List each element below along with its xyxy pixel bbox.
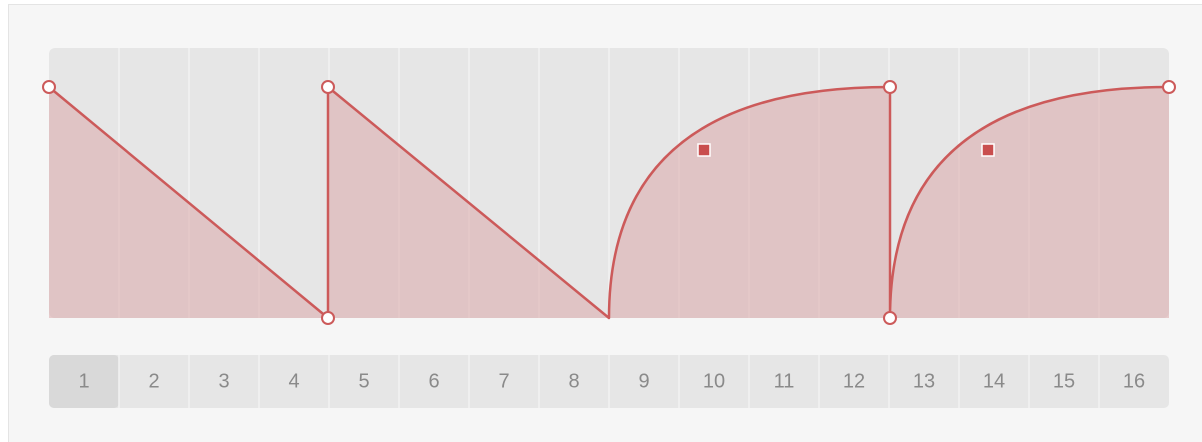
step-button[interactable]: 6 (398, 355, 440, 408)
node[interactable] (42, 80, 56, 94)
node[interactable] (1162, 80, 1176, 94)
step-label: 11 (774, 370, 795, 392)
step-label: 9 (638, 370, 649, 392)
node[interactable] (883, 311, 897, 325)
step-label: 4 (288, 370, 299, 392)
step-button[interactable]: 13 (888, 355, 935, 408)
step-label: 14 (983, 370, 1005, 392)
step-label: 2 (148, 370, 159, 392)
step-button[interactable]: 3 (188, 355, 230, 408)
step-label: 6 (428, 370, 439, 392)
step-button[interactable]: 9 (608, 355, 650, 408)
step-button[interactable]: 7 (468, 355, 510, 408)
node[interactable] (321, 311, 335, 325)
step-button[interactable]: 16 (1098, 355, 1145, 408)
step-button[interactable]: 4 (258, 355, 300, 408)
step-button[interactable]: 8 (538, 355, 580, 408)
nodes (42, 80, 1176, 325)
step-label: 13 (913, 370, 935, 392)
curve-handles (697, 143, 995, 157)
step-label: 5 (358, 370, 369, 392)
step-label: 7 (498, 370, 509, 392)
step-button[interactable]: 1 (49, 355, 119, 408)
step-selected-bg (49, 355, 119, 408)
step-label: 10 (703, 370, 725, 392)
step-button[interactable]: 10 (678, 355, 725, 408)
step-button[interactable]: 14 (958, 355, 1005, 408)
step-button[interactable]: 15 (1028, 355, 1075, 408)
curve-handle[interactable] (981, 143, 995, 157)
step-label: 16 (1123, 370, 1145, 392)
step-label: 15 (1053, 370, 1075, 392)
step-button[interactable]: 5 (328, 355, 370, 408)
step-label: 12 (843, 370, 865, 392)
step-buttons: 1 2 3 4 5 6 7 8 9 10 11 12 13 14 15 16 (49, 355, 1145, 408)
node[interactable] (321, 80, 335, 94)
step-label: 8 (568, 370, 579, 392)
step-label: 3 (218, 370, 229, 392)
step-label: 1 (78, 370, 89, 392)
node[interactable] (883, 80, 897, 94)
step-button[interactable]: 11 (748, 355, 795, 408)
curve-handle[interactable] (697, 143, 711, 157)
step-button[interactable]: 12 (818, 355, 865, 408)
step-button[interactable]: 2 (118, 355, 160, 408)
